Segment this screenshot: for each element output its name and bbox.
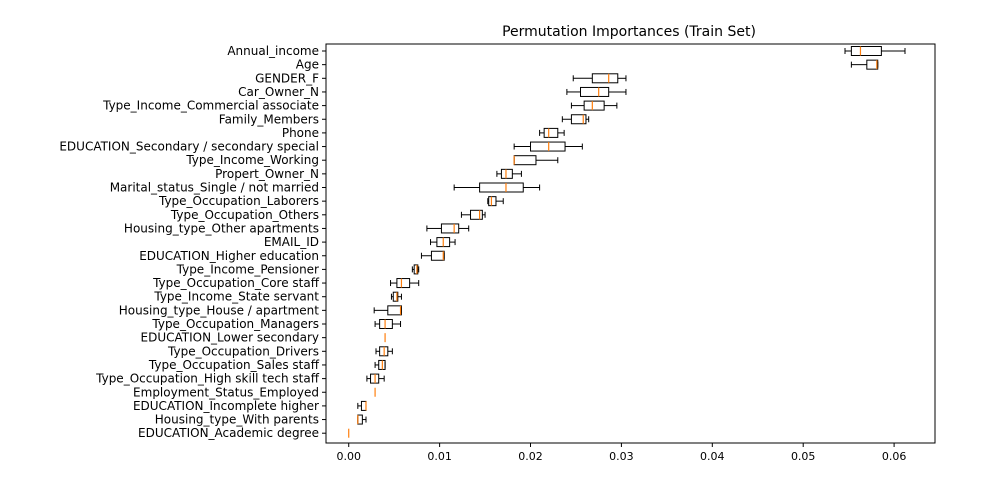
box-iqr: [500, 168, 513, 179]
y-tick-label: Marital_status_Single / not married: [110, 181, 319, 195]
box-item: [496, 168, 522, 179]
box-item: [430, 237, 456, 248]
box-iqr: [591, 73, 619, 84]
y-tick-label: Type_Income_Pensioner: [176, 262, 319, 276]
y-tick-label: EDUCATION_Secondary / secondary special: [59, 140, 319, 154]
box-iqr: [543, 127, 559, 138]
y-tick-label: Type_Occupation_Laborers: [158, 194, 319, 208]
box-item: [357, 414, 367, 425]
box-iqr: [357, 414, 363, 425]
y-tick-label: Housing_type_Other apartments: [124, 221, 319, 235]
box-iqr: [430, 250, 445, 261]
x-tick-label: 0.02: [518, 450, 543, 463]
box-iqr: [580, 86, 610, 97]
box-iqr: [488, 196, 497, 207]
box-item: [513, 155, 559, 166]
box-item: [390, 291, 402, 302]
box-iqr: [470, 209, 483, 220]
y-tick-label: Type_Occupation_Core staff: [152, 276, 320, 290]
box-iqr: [866, 59, 879, 70]
box-item: [453, 182, 541, 193]
box-item: [375, 346, 393, 357]
y-tick-label: Type_Occupation_Others: [170, 208, 319, 222]
y-tick-label: Type_Income_Working: [185, 153, 319, 167]
box-item: [374, 359, 386, 370]
x-ticks: 0.00 0.01 0.02 0.03 0.04 0.05 0.06: [336, 443, 906, 463]
y-tick-label: Type_Income_Commercial associate: [102, 99, 319, 113]
y-tick-label: Type_Occupation_Managers: [151, 317, 319, 331]
y-tick-label: Employment_Status_Employed: [133, 385, 319, 399]
box-iqr: [379, 319, 393, 329]
x-tick-label: 0.00: [336, 450, 361, 463]
box-item: [411, 264, 420, 275]
box-iqr: [479, 182, 524, 193]
x-tick-label: 0.05: [791, 450, 816, 463]
y-tick-label: Housing_type_With parents: [155, 413, 319, 427]
box-item: [539, 127, 565, 138]
y-tick-label: Housing_type_House / apartment: [119, 303, 320, 317]
box-iqr: [530, 141, 566, 152]
y-tick-label: Type_Occupation_High skill tech staff: [95, 372, 320, 386]
box-iqr: [396, 278, 411, 289]
box-iqr: [360, 400, 367, 411]
y-tick-label: EDUCATION_Incomplete higher: [133, 399, 319, 413]
box-item: [513, 141, 583, 152]
box-iqr: [583, 100, 605, 111]
box-item: [366, 373, 385, 384]
x-tick-label: 0.04: [700, 450, 725, 463]
y-tick-label: Car_Owner_N: [238, 85, 319, 99]
box-item: [570, 100, 618, 111]
box-iqr: [392, 291, 399, 302]
plot-frame: [325, 43, 936, 444]
y-tick-label: Phone: [282, 126, 319, 140]
x-tick-label: 0.01: [427, 450, 452, 463]
box-series: [348, 46, 906, 438]
box-item: [420, 250, 445, 261]
box-item: [850, 59, 879, 70]
y-tick-label: Type_Occupation_Sales staff: [148, 358, 320, 372]
x-tick-label: 0.06: [882, 450, 907, 463]
box-item: [357, 400, 367, 411]
box-iqr: [850, 46, 882, 56]
y-tick-label: Type_Income_State servant: [153, 290, 319, 304]
box-item: [561, 114, 590, 125]
box-iqr: [387, 305, 402, 316]
box-item: [844, 46, 906, 56]
box-item: [566, 86, 627, 97]
box-item: [460, 209, 486, 220]
y-tick-label: EDUCATION_Higher education: [139, 249, 319, 263]
y-tick-label: EDUCATION_Lower secondary: [141, 331, 320, 345]
y-tick-labels: Annual_incomeAgeGENDER_FCar_Owner_NType_…: [59, 44, 326, 440]
y-tick-label: EMAIL_ID: [264, 235, 319, 249]
box-item: [572, 73, 627, 84]
y-tick-label: Age: [296, 58, 319, 72]
box-item: [390, 278, 420, 289]
y-tick-label: Family_Members: [219, 112, 319, 126]
y-tick-label: Type_Occupation_Drivers: [167, 344, 319, 358]
box-iqr: [570, 114, 587, 125]
box-iqr: [440, 223, 460, 234]
y-tick-label: GENDER_F: [255, 71, 319, 85]
box-iqr: [513, 155, 537, 166]
y-tick-label: EDUCATION_Academic degree: [138, 426, 319, 440]
x-tick-label: 0.03: [609, 450, 634, 463]
box-iqr: [413, 264, 419, 275]
chart-title: Permutation Importances (Train Set): [502, 24, 756, 40]
box-item: [487, 196, 504, 207]
y-tick-label: Annual_income: [227, 44, 319, 58]
box-item: [373, 305, 402, 316]
y-tick-label: Propert_Owner_N: [215, 167, 319, 181]
box-item: [426, 223, 470, 234]
box-item: [374, 319, 402, 329]
